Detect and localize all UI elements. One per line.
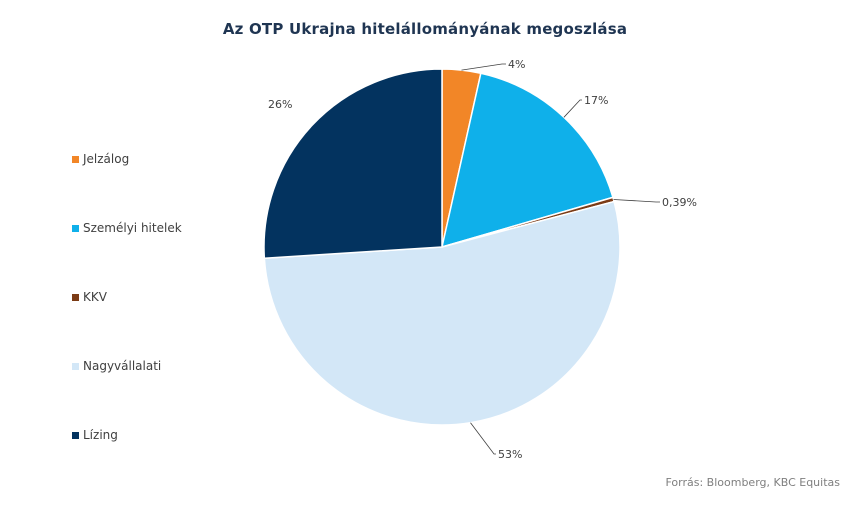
legend-label: Lízing — [83, 428, 118, 442]
legend-swatch — [72, 362, 79, 370]
data-labels: 4% 17% 0,39% 53% 26% — [268, 58, 697, 461]
pie-slices — [263, 68, 621, 426]
leader-lines — [461, 63, 660, 455]
leader-line — [613, 199, 660, 203]
legend-swatch — [72, 431, 79, 439]
data-label: 0,39% — [662, 196, 697, 209]
data-label: 17% — [584, 94, 608, 107]
legend-item: KKV — [72, 288, 107, 306]
legend-swatch — [72, 224, 79, 232]
data-label: 53% — [498, 448, 522, 461]
legend-item: Jelzálog — [72, 150, 129, 168]
legend-swatch — [72, 155, 79, 163]
pie-slice — [263, 200, 621, 426]
legend-item: Lízing — [72, 426, 118, 444]
leader-line — [563, 99, 582, 118]
leader-line — [461, 63, 506, 71]
chart-title: Az OTP Ukrajna hitelállományának megoszl… — [222, 20, 628, 38]
legend-label: KKV — [83, 290, 107, 304]
legend-label: Jelzálog — [83, 152, 130, 166]
source-note: Forrás: Bloomberg, KBC Equitas — [665, 476, 840, 489]
legend-label: Személyi hitelek — [83, 221, 182, 235]
data-label: 26% — [268, 98, 292, 111]
data-label: 4% — [508, 58, 525, 71]
legend-item: Személyi hitelek — [72, 219, 182, 237]
leader-line — [470, 422, 496, 455]
legend-swatch — [72, 293, 79, 301]
pie-slice — [263, 68, 443, 260]
legend-label: Nagyvállalati — [83, 359, 162, 373]
legend-item: Nagyvállalati — [72, 357, 161, 375]
